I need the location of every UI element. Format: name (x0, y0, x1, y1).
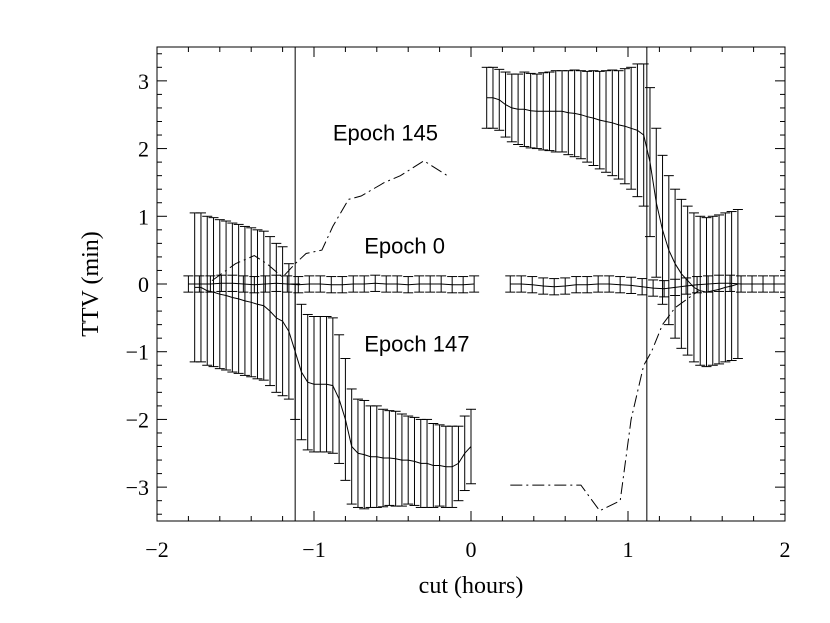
y-tick-label: −3 (126, 475, 149, 500)
epoch-145-line-0 (211, 160, 448, 282)
annotation-epoch-145: Epoch 145 (333, 120, 438, 145)
y-tick-label: 3 (138, 69, 149, 94)
plot-frame (156, 46, 786, 522)
epoch-147-line-1 (486, 97, 739, 293)
y-tick-label: 0 (138, 272, 149, 297)
annotation-epoch-147: Epoch 147 (364, 332, 469, 357)
y-tick-labels: −3 −2 −1 0 1 2 3 (126, 69, 149, 500)
epoch-147-line-0 (194, 286, 472, 468)
x-axis-title: cut (hours) (419, 573, 524, 599)
y-tick-label: −2 (126, 407, 149, 432)
x-tick-label: 0 (466, 537, 477, 562)
axis-ticks (156, 47, 786, 521)
plot-content (183, 47, 785, 521)
y-axis-title: TTV (min) (78, 231, 104, 337)
y-tick-label: 2 (138, 137, 149, 162)
x-tick-label: 2 (780, 537, 791, 562)
y-tick-label: 1 (138, 204, 149, 229)
epoch-0-line-0 (188, 282, 475, 286)
x-tick-label: −1 (302, 537, 325, 562)
epoch-0-line-1 (510, 282, 785, 290)
epoch-145-line-1 (510, 290, 699, 512)
x-tick-labels: −2 −1 0 1 2 (145, 537, 790, 562)
plot-area (183, 47, 785, 521)
y-tick-label: −1 (126, 340, 149, 365)
annotation-epoch-0: Epoch 0 (364, 234, 445, 259)
x-tick-label: 1 (623, 537, 634, 562)
x-tick-label: −2 (145, 537, 168, 562)
